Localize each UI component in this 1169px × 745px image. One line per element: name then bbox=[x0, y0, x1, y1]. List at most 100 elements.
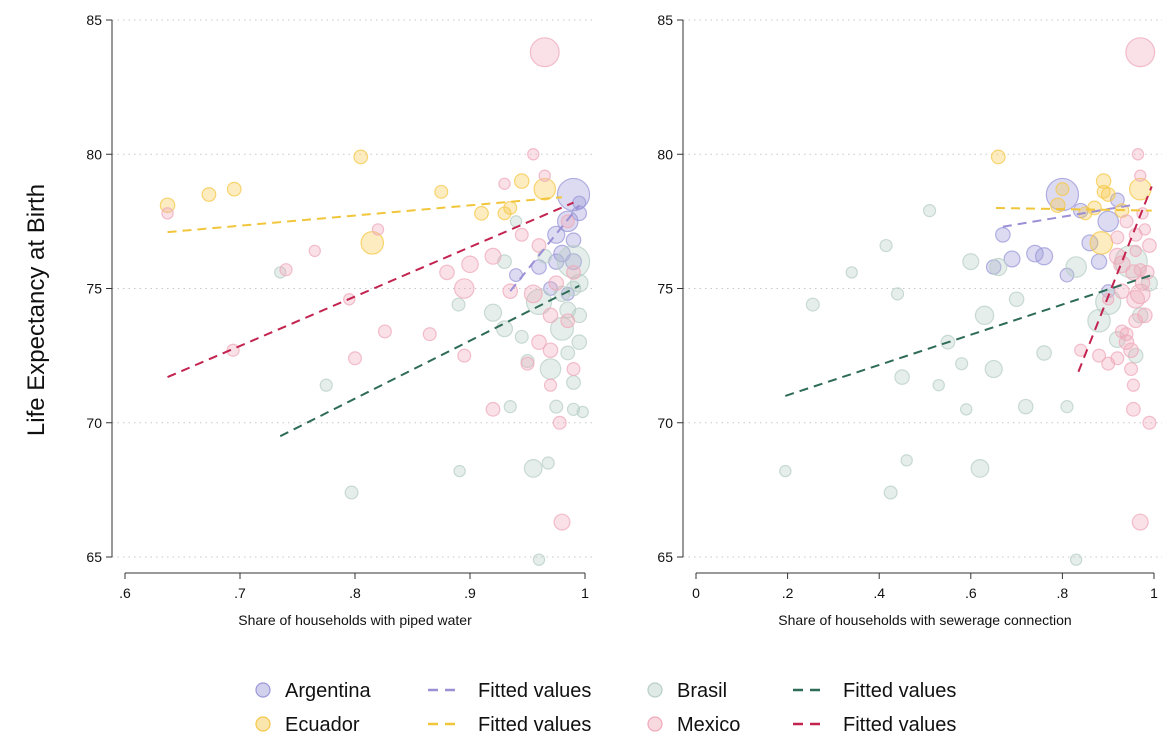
data-point-mexico bbox=[439, 264, 455, 281]
data-point-mexico bbox=[523, 284, 543, 304]
data-point-mexico bbox=[377, 324, 392, 339]
data-point-mexico bbox=[531, 238, 547, 253]
data-point-mexico bbox=[1119, 327, 1134, 342]
data-point-mexico bbox=[538, 169, 551, 182]
data-point-brasil bbox=[922, 204, 937, 218]
x-tick-label: 1 bbox=[1150, 585, 1158, 601]
y-tick-label: 85 bbox=[86, 12, 102, 28]
data-point-argentina bbox=[572, 195, 587, 210]
data-point-mexico bbox=[1128, 313, 1144, 329]
data-point-brasil bbox=[894, 369, 910, 385]
data-point-ecuador bbox=[1095, 173, 1112, 189]
y-tick-label: 80 bbox=[657, 146, 673, 162]
data-point-brasil bbox=[1108, 331, 1126, 349]
data-point-brasil bbox=[984, 359, 1003, 379]
data-point-mexico bbox=[543, 378, 558, 392]
data-point-argentina bbox=[556, 177, 591, 212]
data-point-mexico bbox=[461, 255, 479, 274]
data-point-brasil bbox=[344, 485, 359, 500]
legend-label: Argentina bbox=[285, 680, 371, 702]
legend-label: Fitted values bbox=[843, 714, 956, 736]
data-point-brasil bbox=[514, 329, 529, 344]
data-point-brasil bbox=[1114, 244, 1148, 279]
data-point-ecuador bbox=[474, 205, 489, 221]
data-point-mexico bbox=[1137, 307, 1153, 324]
data-point-mexico bbox=[1129, 244, 1142, 258]
data-point-mexico bbox=[1124, 362, 1139, 377]
data-point-ecuador bbox=[201, 187, 217, 202]
data-point-ecuador bbox=[353, 149, 369, 165]
data-point-ecuador bbox=[503, 200, 518, 215]
data-point-mexico bbox=[226, 343, 240, 357]
data-point-ecuador bbox=[434, 184, 449, 199]
fitted-line-ecuador bbox=[167, 196, 563, 234]
legend-label: Brasil bbox=[677, 680, 727, 702]
data-point-mexico bbox=[1134, 169, 1147, 182]
data-point-brasil bbox=[879, 238, 893, 253]
data-point-brasil bbox=[890, 287, 905, 301]
x-tick-label: .6 bbox=[119, 585, 131, 601]
panel-piped-water: 65 70 75 80 85 .6 .7 .8 .9 1 Share of households w… bbox=[86, 12, 593, 628]
data-point-brasil bbox=[496, 320, 514, 338]
data-point-brasil bbox=[319, 378, 333, 392]
fitted-line-mexico bbox=[167, 201, 574, 379]
data-point-mexico bbox=[1139, 264, 1155, 280]
data-point-argentina bbox=[995, 227, 1011, 243]
data-point-argentina bbox=[1109, 192, 1125, 208]
data-point-brasil bbox=[970, 458, 990, 478]
y-tick-label: 80 bbox=[86, 146, 102, 162]
data-point-mexico bbox=[560, 214, 575, 229]
data-point-mexico bbox=[348, 351, 363, 366]
legend-marker-mexico bbox=[647, 716, 663, 732]
data-point-brasil bbox=[523, 458, 543, 478]
data-point-mexico bbox=[457, 348, 472, 363]
data-point-mexico bbox=[1126, 289, 1146, 309]
data-point-mexico bbox=[308, 244, 321, 258]
data-point-mexico bbox=[553, 513, 571, 531]
data-point-argentina bbox=[564, 253, 582, 271]
data-point-mexico bbox=[279, 263, 293, 277]
data-point-ecuador bbox=[990, 149, 1006, 165]
data-point-brasil bbox=[805, 297, 820, 312]
x-tick-label: .2 bbox=[782, 585, 794, 601]
data-point-ecuador bbox=[1050, 197, 1066, 214]
data-point-brasil bbox=[845, 266, 858, 279]
data-point-brasil bbox=[1036, 345, 1052, 361]
data-point-brasil bbox=[1065, 256, 1087, 278]
y-tick-label: 65 bbox=[86, 549, 102, 565]
data-point-mexico bbox=[485, 401, 501, 417]
data-point-argentina bbox=[1097, 210, 1119, 233]
data-point-brasil bbox=[955, 357, 969, 371]
data-point-brasil bbox=[989, 257, 1008, 277]
data-point-mexico bbox=[1131, 148, 1145, 161]
fitted-line-ecuador bbox=[995, 206, 1152, 212]
x-tick-label: 1 bbox=[581, 585, 589, 601]
y-tick-label: 75 bbox=[86, 281, 102, 297]
data-point-brasil bbox=[1017, 398, 1034, 415]
data-point-brasil bbox=[556, 244, 591, 279]
data-point-mexico bbox=[498, 177, 511, 190]
data-point-mexico bbox=[1142, 415, 1157, 430]
data-point-mexico bbox=[531, 334, 547, 350]
data-point-brasil bbox=[576, 405, 589, 419]
data-point-brasil bbox=[1060, 400, 1074, 414]
panel-sewerage: 65 70 75 80 85 0 .2 .4 .6 .8 1 Share of households … bbox=[657, 12, 1162, 628]
data-point-mexico bbox=[514, 227, 529, 242]
data-point-brasil bbox=[1069, 553, 1083, 566]
data-point-brasil bbox=[451, 297, 466, 312]
data-point-brasil bbox=[503, 400, 517, 414]
fitted-line-argentina bbox=[509, 204, 581, 292]
fitted-line-mexico bbox=[1077, 186, 1153, 373]
fitted-line-brasil bbox=[279, 284, 580, 438]
y-tick-label: 70 bbox=[657, 415, 673, 431]
data-point-mexico bbox=[527, 148, 540, 161]
data-point-mexico bbox=[1101, 293, 1115, 306]
data-point-mexico bbox=[1123, 342, 1139, 359]
data-point-brasil bbox=[962, 253, 980, 271]
data-point-mexico bbox=[1131, 513, 1149, 531]
data-point-brasil bbox=[560, 345, 576, 361]
y-tick-label: 70 bbox=[86, 415, 102, 431]
data-point-mexico bbox=[529, 37, 560, 68]
y-tick-label: 75 bbox=[657, 281, 673, 297]
data-point-brasil bbox=[525, 288, 553, 316]
